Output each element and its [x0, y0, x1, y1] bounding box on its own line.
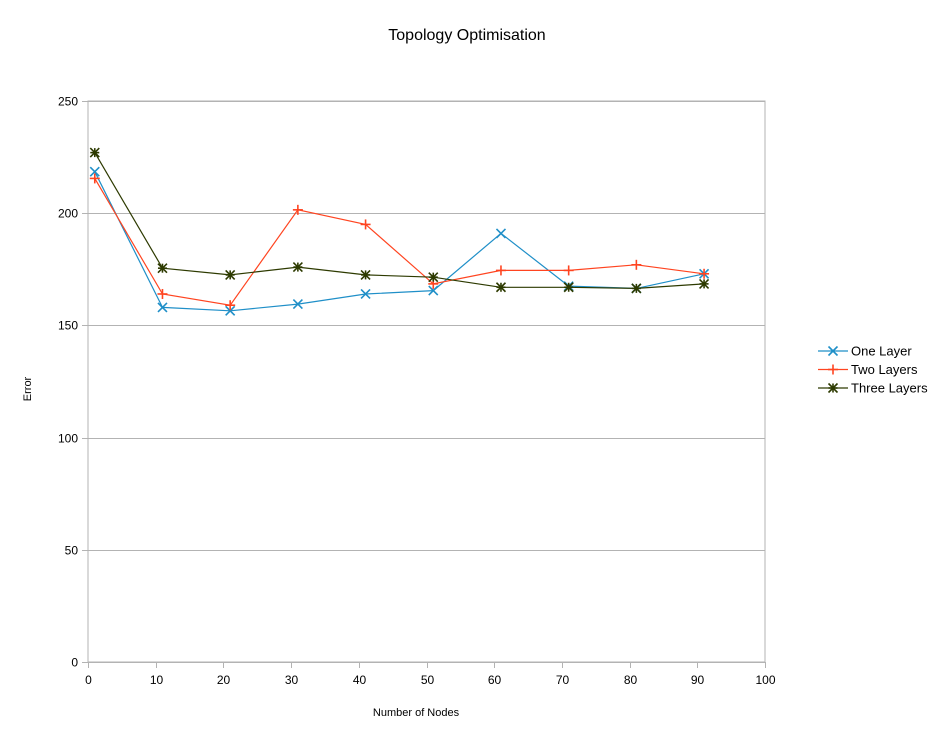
legend-label: Three Layers [851, 381, 928, 396]
data-point-three-layers [495, 282, 507, 293]
x-tick-label: 0 [85, 673, 92, 687]
x-tick-label: 70 [556, 673, 570, 687]
data-point-two-layers [89, 173, 100, 184]
y-tick-label: 100 [58, 432, 78, 446]
y-tick-label: 200 [58, 207, 78, 221]
x-tick-label: 100 [755, 673, 775, 687]
y-axis: 0 50 100 150 200 250 [58, 95, 88, 670]
legend-item-two-layers: Two Layers [818, 362, 918, 377]
legend-marker [827, 382, 839, 394]
data-point-three-layers [89, 147, 100, 158]
data-point-three-layers [360, 269, 371, 280]
x-tick-label: 40 [353, 673, 367, 687]
x-tick-label: 80 [624, 673, 638, 687]
data-point-one-layer [89, 166, 100, 177]
data-point-one-layer [360, 288, 371, 300]
data-point-three-layers [292, 261, 303, 273]
y-tick-label: 250 [58, 95, 78, 109]
x-tick-label: 60 [488, 673, 502, 687]
y-tick-label: 150 [58, 319, 78, 333]
legend: One Layer Two Layers Three Layers [818, 344, 928, 396]
series-line-one-layer [94, 171, 705, 312]
data-point-two-layers [157, 288, 168, 299]
series-layer [89, 147, 710, 316]
x-tick-label: 20 [217, 673, 231, 687]
chart-title: Topology Optimisation [388, 27, 545, 44]
data-point-two-layers [699, 268, 710, 279]
data-point-three-layers [699, 278, 710, 289]
data-point-two-layers [225, 300, 236, 311]
x-axis: 0 10 20 30 40 50 60 70 80 90 100 [85, 662, 776, 687]
series-line-three-layers [94, 152, 705, 290]
x-tick-label: 50 [421, 673, 435, 687]
legend-item-one-layer: One Layer [818, 344, 912, 359]
series-line-two-layers [94, 178, 705, 306]
plot-area-border [87, 100, 766, 663]
data-point-two-layers [631, 259, 642, 270]
gridlines [88, 101, 765, 663]
x-axis-label: Number of Nodes [373, 707, 460, 719]
data-point-two-layers [360, 219, 371, 230]
data-point-three-layers [428, 272, 439, 283]
data-point-one-layer [157, 302, 168, 313]
legend-label: Two Layers [851, 362, 918, 377]
data-point-two-layers [495, 265, 506, 276]
y-axis-label: Error [22, 376, 34, 401]
x-tick-label: 10 [150, 673, 164, 687]
y-tick-label: 50 [65, 544, 79, 558]
legend-marker [827, 345, 839, 357]
legend-marker [828, 364, 838, 375]
data-point-three-layers [631, 283, 642, 294]
data-point-three-layers [157, 263, 168, 274]
data-point-three-layers [225, 269, 236, 280]
data-point-two-layers [563, 265, 574, 276]
data-point-two-layers [292, 204, 303, 215]
legend-label: One Layer [851, 344, 912, 359]
x-tick-label: 90 [691, 673, 705, 687]
data-point-one-layer [495, 228, 507, 239]
legend-item-three-layers: Three Layers [818, 381, 928, 396]
data-point-one-layer [225, 305, 236, 316]
y-tick-label: 0 [71, 656, 78, 670]
data-point-one-layer [428, 285, 439, 296]
data-point-three-layers [563, 282, 574, 293]
data-point-one-layer [292, 299, 303, 310]
x-tick-label: 30 [285, 673, 299, 687]
